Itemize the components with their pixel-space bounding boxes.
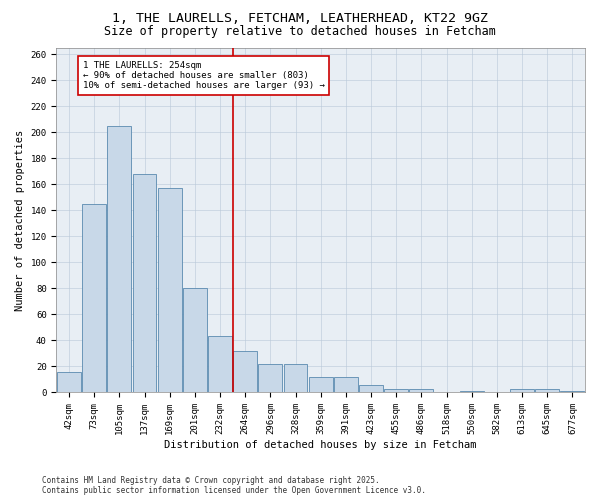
Text: Contains HM Land Registry data © Crown copyright and database right 2025.
Contai: Contains HM Land Registry data © Crown c… [42, 476, 426, 495]
Y-axis label: Number of detached properties: Number of detached properties [15, 130, 25, 310]
Bar [409, 388, 433, 392]
Bar [208, 336, 232, 392]
Bar [82, 204, 106, 392]
Text: Size of property relative to detached houses in Fetcham: Size of property relative to detached ho… [104, 25, 496, 38]
Bar [384, 388, 408, 392]
Bar [309, 377, 332, 392]
Bar [334, 377, 358, 392]
Bar [158, 188, 182, 392]
Bar [460, 391, 484, 392]
Bar [284, 364, 307, 392]
Bar [233, 351, 257, 393]
Text: 1 THE LAURELLS: 254sqm
← 90% of detached houses are smaller (803)
10% of semi-de: 1 THE LAURELLS: 254sqm ← 90% of detached… [83, 60, 325, 90]
Bar [57, 372, 81, 392]
Bar [510, 388, 534, 392]
Bar [359, 384, 383, 392]
Bar [183, 288, 207, 393]
Bar [107, 126, 131, 392]
Text: 1, THE LAURELLS, FETCHAM, LEATHERHEAD, KT22 9GZ: 1, THE LAURELLS, FETCHAM, LEATHERHEAD, K… [112, 12, 488, 26]
Bar [535, 388, 559, 392]
X-axis label: Distribution of detached houses by size in Fetcham: Distribution of detached houses by size … [164, 440, 477, 450]
Bar [259, 364, 283, 392]
Bar [133, 174, 157, 392]
Bar [560, 391, 584, 392]
